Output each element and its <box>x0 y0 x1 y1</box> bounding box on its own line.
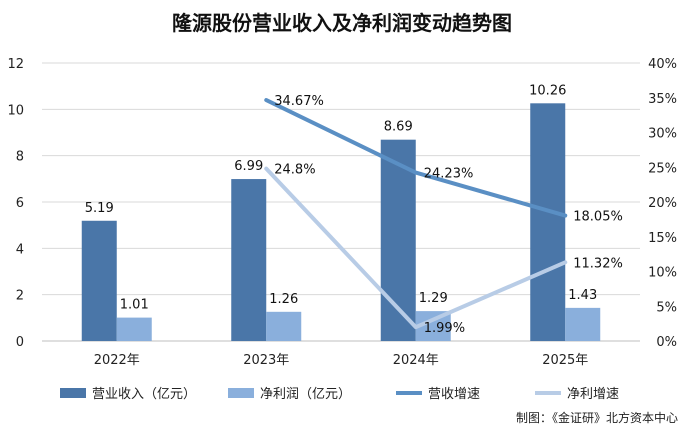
line-value-label: 1.99% <box>424 321 465 336</box>
line-value-label: 24.23% <box>424 167 474 182</box>
y-left-tick-label: 4 <box>16 242 24 257</box>
legend-label: 营业收入（亿元） <box>92 387 196 402</box>
bar-value-label: 5.19 <box>85 201 114 216</box>
bar <box>565 307 601 341</box>
y-left-tick-label: 0 <box>16 335 24 350</box>
y-left-tick-label: 8 <box>16 150 24 165</box>
bar-value-label: 1.43 <box>568 288 597 303</box>
chart-title: 隆源股份营业收入及净利润变动趋势图 <box>172 11 512 35</box>
y-right-tick-label: 25% <box>648 161 677 176</box>
x-axis-ticks: 2022年 2023年 2024年 2025年 <box>94 353 589 368</box>
bar-value-label: 6.99 <box>234 159 263 174</box>
legend-swatch <box>60 388 86 398</box>
y-axis-right: 0% 5% 10% 15% 20% 25% 30% 35% 40% <box>648 57 677 350</box>
data-labels: 5.19 6.99 8.69 10.26 1.01 1.26 1.29 1.43 34.67% 2… <box>85 83 623 336</box>
y-right-tick-label: 40% <box>648 57 677 72</box>
legend-swatch <box>228 388 254 398</box>
bar-value-label: 1.01 <box>120 298 149 313</box>
bar-value-label: 1.26 <box>269 292 298 307</box>
bar <box>81 220 117 341</box>
bar-value-label: 10.26 <box>529 83 566 98</box>
bar <box>116 317 152 341</box>
legend-item: 营收增速 <box>396 387 480 402</box>
y-left-tick-label: 10 <box>7 103 24 118</box>
line-series-path <box>264 166 568 330</box>
y-left-tick-label: 6 <box>16 196 24 211</box>
y-right-tick-label: 35% <box>648 92 677 107</box>
legend-item: 净利润（亿元） <box>228 387 351 402</box>
legend-label: 净利润（亿元） <box>260 387 351 402</box>
source-note: 制图：《金证研》北方资本中心 <box>516 410 678 425</box>
y-right-tick-label: 5% <box>656 300 677 315</box>
line-value-label: 18.05% <box>573 210 623 225</box>
bar <box>530 103 566 341</box>
y-left-tick-label: 12 <box>7 57 24 72</box>
bar <box>231 179 267 341</box>
y-right-tick-label: 10% <box>648 266 677 281</box>
y-right-tick-label: 20% <box>648 196 677 211</box>
line-series-path <box>264 98 568 218</box>
line-value-label: 11.32% <box>573 256 623 271</box>
x-tick-label: 2024年 <box>393 353 439 368</box>
bar-value-label: 1.29 <box>419 291 448 306</box>
x-tick-label: 2022年 <box>94 353 140 368</box>
legend-item: 营业收入（亿元） <box>60 387 196 402</box>
bar-value-label: 8.69 <box>384 120 413 135</box>
legend-item: 净利增速 <box>535 387 619 402</box>
legend: 营业收入（亿元） 净利润（亿元） 营收增速 净利增速 <box>60 387 619 402</box>
y-right-tick-label: 15% <box>648 231 677 246</box>
y-left-tick-label: 2 <box>16 289 24 304</box>
y-right-tick-label: 30% <box>648 127 677 142</box>
line-value-label: 24.8% <box>274 163 315 178</box>
y-right-tick-label: 0% <box>656 335 677 350</box>
x-tick-label: 2023年 <box>243 353 289 368</box>
y-axis-left: 0 2 4 6 8 10 12 <box>7 57 24 350</box>
bar <box>266 311 302 341</box>
x-tick-label: 2025年 <box>542 353 588 368</box>
line-value-label: 34.67% <box>274 94 324 109</box>
line-series <box>264 98 568 330</box>
legend-label: 营收增速 <box>428 387 480 402</box>
legend-label: 净利增速 <box>567 387 619 402</box>
